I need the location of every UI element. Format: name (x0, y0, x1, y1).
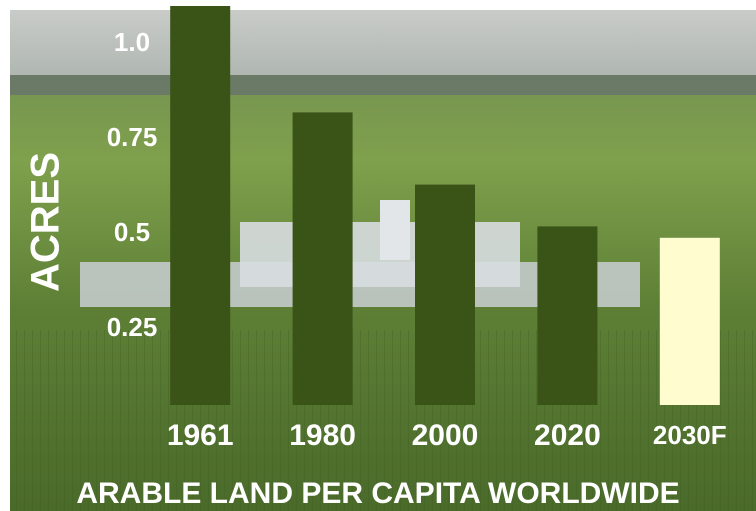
bar (170, 6, 230, 405)
y-tick-label: 0.5 (114, 217, 150, 247)
x-tick-label: 2000 (412, 419, 479, 452)
y-tick-label: 1.0 (114, 27, 150, 57)
background-photo (10, 10, 756, 511)
bar (293, 112, 353, 405)
chart-title: ARABLE LAND PER CAPITA WORLDWIDE (76, 477, 679, 510)
x-tick-label: 1980 (289, 419, 356, 452)
x-tick-label: 1961 (167, 419, 234, 452)
chart: ACRES ARABLE LAND PER CAPITA WORLDWIDE 1… (0, 0, 756, 511)
y-axis-label: ACRES (24, 152, 68, 292)
bar (660, 238, 720, 405)
y-tick-label: 0.25 (107, 312, 158, 342)
page: {"chart_data": {"type": "bar", "title": … (0, 0, 756, 511)
y-tick-label: 0.75 (107, 122, 158, 152)
bar (537, 226, 597, 405)
x-tick-label: 2030F (653, 420, 727, 450)
x-tick-label: 2020 (534, 419, 601, 452)
bar (415, 185, 475, 405)
